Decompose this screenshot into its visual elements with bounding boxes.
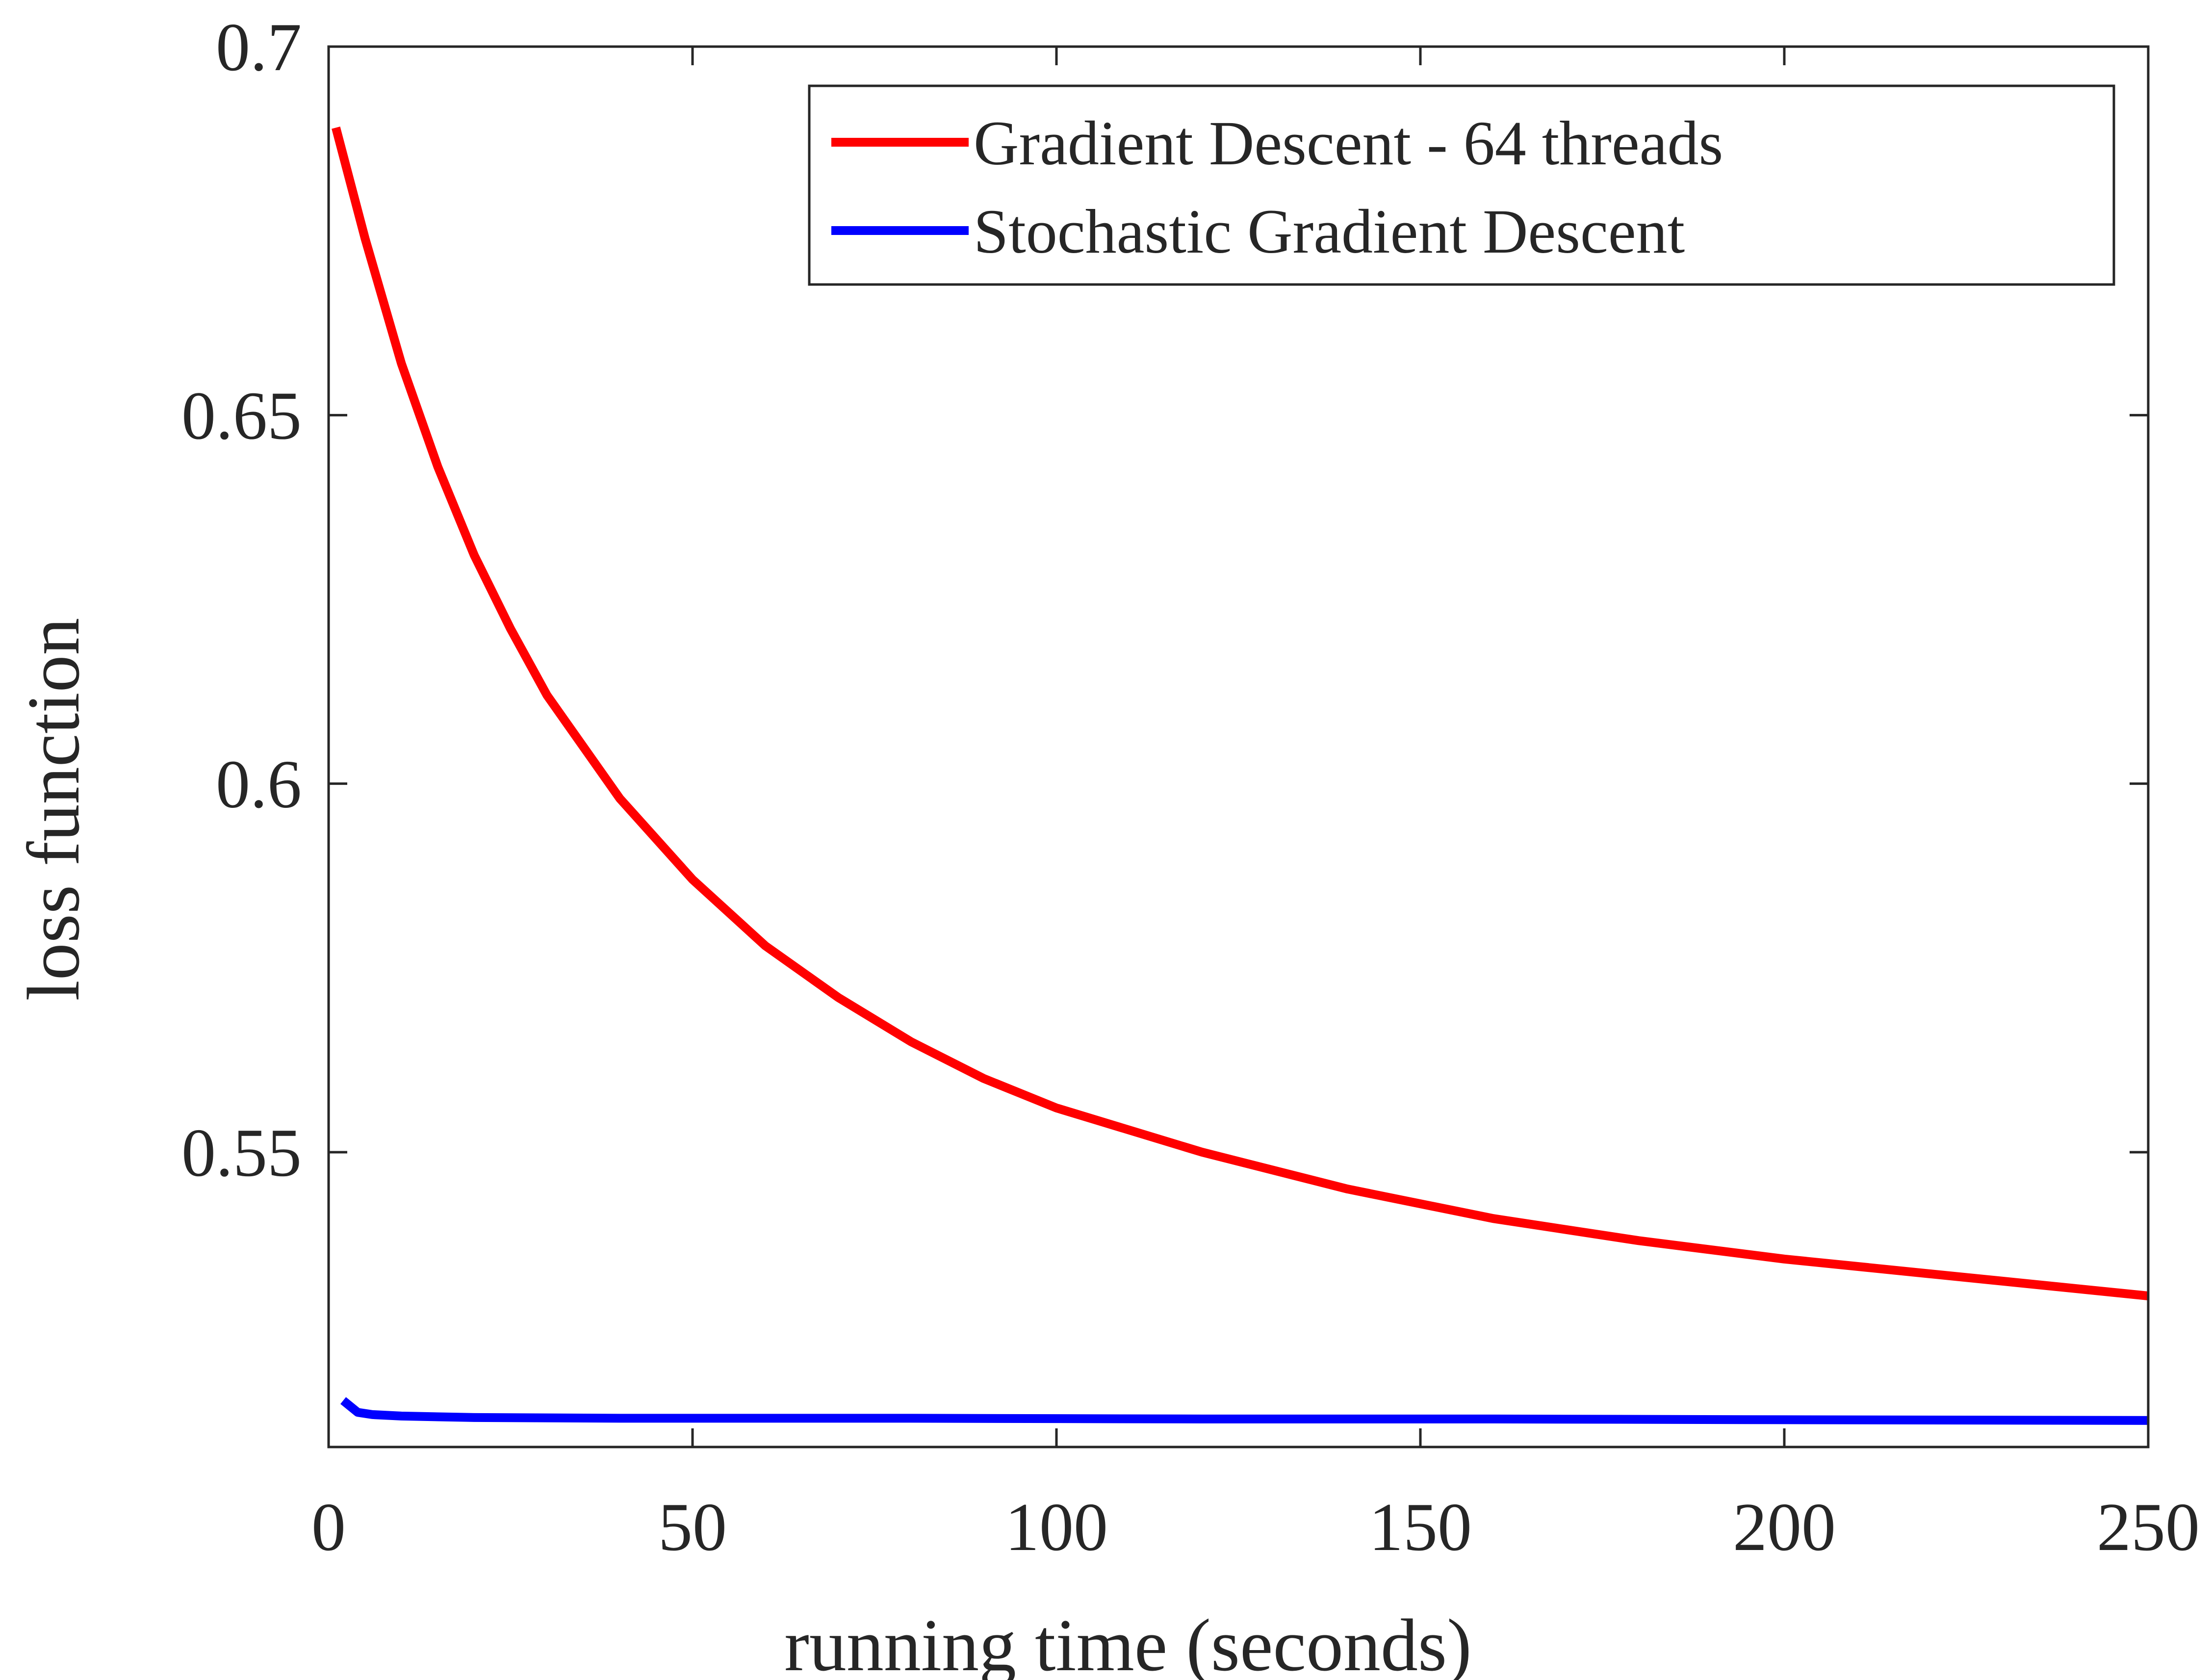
- y-axis-title: loss function: [12, 618, 95, 1001]
- y-tick-labels: 0.55 0.6 0.65 0.7: [181, 9, 302, 1191]
- x-tick-label: 200: [1733, 1489, 1836, 1565]
- series-line-gradient-descent: [332, 127, 2149, 1300]
- x-axis-title: running time (seconds): [784, 1604, 1471, 1680]
- x-tick-label: 50: [658, 1489, 727, 1565]
- x-tick-label: 150: [1369, 1489, 1472, 1565]
- x-tick-label: 0: [311, 1489, 346, 1565]
- legend-label-gradient-descent: Gradient Descent - 64 threads: [974, 108, 1723, 178]
- x-tick-label: 100: [1005, 1489, 1108, 1565]
- legend-label-stochastic-gradient-descent: Stochastic Gradient Descent: [974, 197, 1685, 266]
- y-tick-label: 0.55: [181, 1115, 302, 1191]
- legend-box: [808, 84, 2115, 286]
- x-tick-label: 250: [2097, 1489, 2200, 1565]
- legend: Gradient Descent - 64 threads Stochastic…: [808, 84, 2115, 286]
- x-tick-labels: 0 50 100 150 200 250: [311, 1489, 2200, 1565]
- plot-frame: [327, 45, 2150, 1448]
- y-tick-label: 0.7: [216, 9, 302, 85]
- y-tick-label: 0.65: [181, 378, 302, 454]
- series-line-stochastic-gradient-descent: [340, 1397, 2149, 1425]
- y-tick-label: 0.6: [216, 747, 302, 823]
- data-series: [332, 127, 2149, 1425]
